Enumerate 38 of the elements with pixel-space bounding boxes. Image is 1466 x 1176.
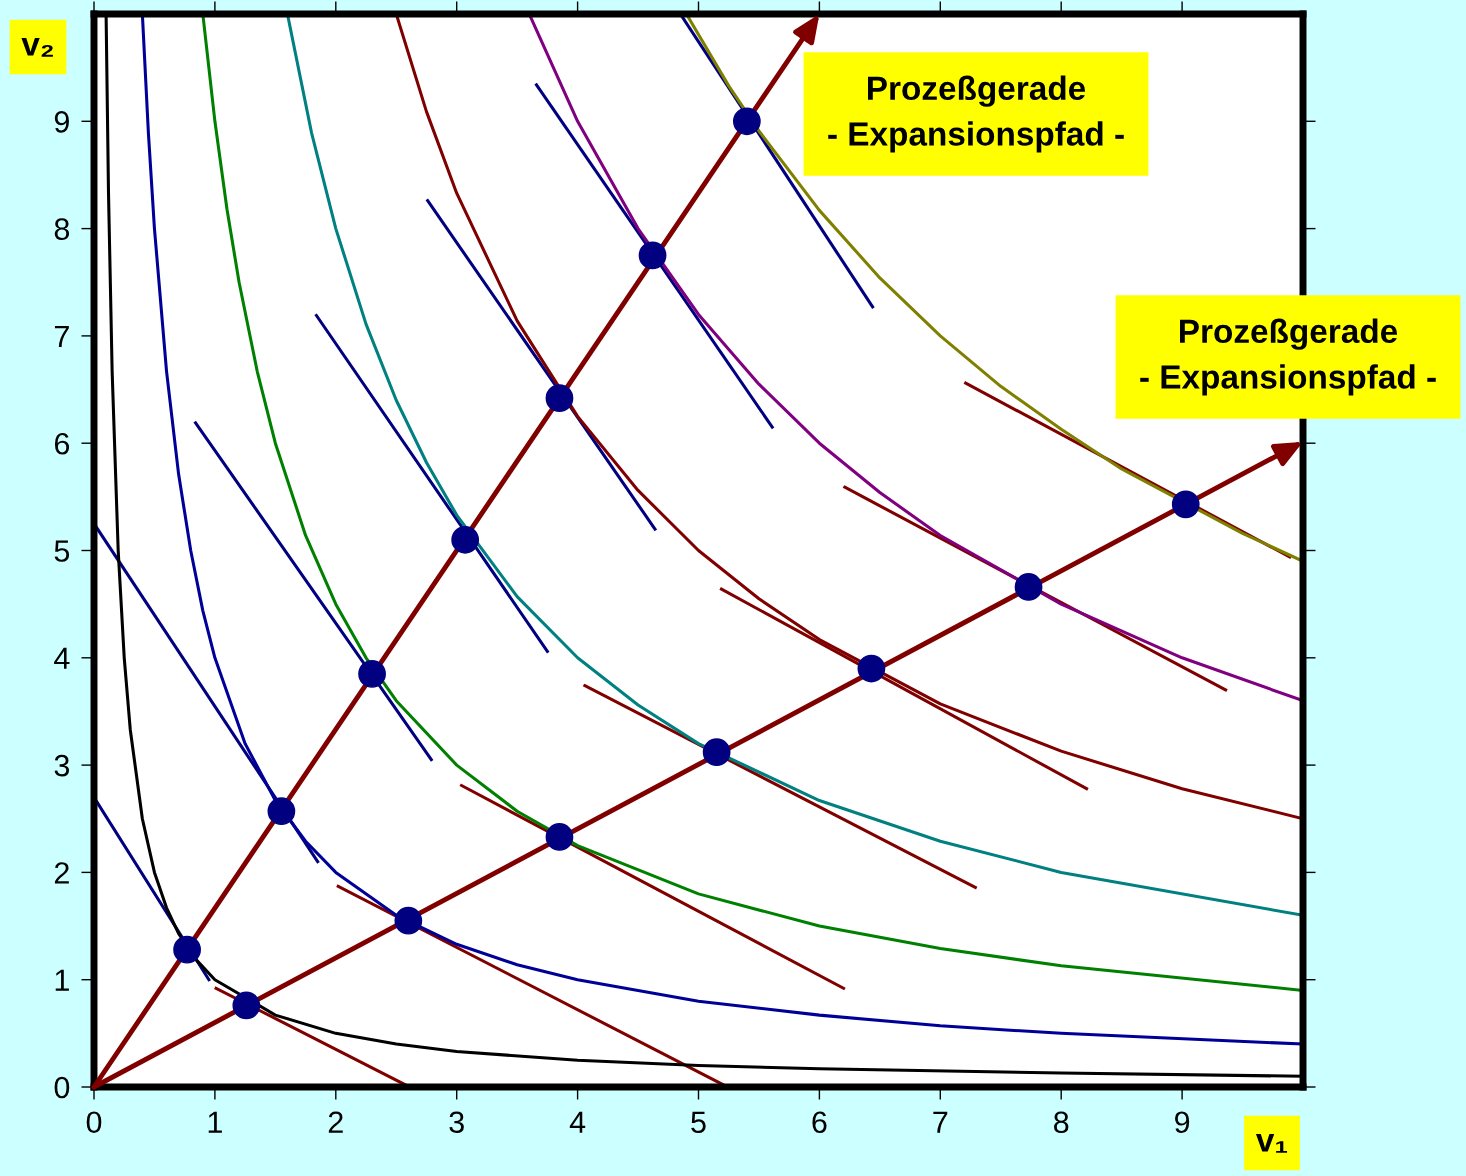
y-tick-label: 5	[54, 540, 70, 562]
x-tick-label: 9	[1175, 1111, 1190, 1134]
y-tick-label: 3	[54, 754, 70, 777]
y-tick-label: 1	[55, 969, 69, 991]
annotation: Prozeßgerade - Expansionspfad -	[1140, 318, 1436, 396]
point	[1171, 490, 1200, 519]
x-tick-label: 2	[328, 1111, 343, 1133]
y-tick-label: 2	[54, 862, 69, 884]
point	[173, 935, 201, 964]
point	[451, 525, 480, 554]
x-axis-title: v₁	[1255, 1134, 1288, 1153]
y-tick-label: 4	[54, 647, 70, 669]
point	[358, 660, 386, 688]
point	[545, 823, 574, 851]
point	[857, 654, 886, 683]
point	[232, 991, 261, 1020]
point	[638, 241, 667, 270]
x-tick-label: 1	[208, 1111, 222, 1133]
point	[732, 107, 761, 136]
y-tick-label: 9	[54, 111, 69, 133]
x-tick-label: 0	[86, 1111, 102, 1134]
point	[702, 738, 731, 767]
y-tick-label: 7	[54, 325, 69, 347]
point	[394, 906, 423, 935]
x-tick-label: 5	[691, 1111, 706, 1134]
point	[1014, 573, 1043, 601]
x-tick-label: 4	[569, 1111, 586, 1133]
x-tick-label: 7	[933, 1111, 948, 1133]
y-axis-title: v₂	[21, 38, 53, 57]
x-tick-label: 6	[812, 1111, 827, 1134]
y-tick-label: 8	[54, 218, 70, 240]
point	[267, 797, 296, 826]
annotation: Prozeßgerade - Expansionspfad -	[828, 75, 1124, 153]
y-tick-label: 6	[54, 432, 70, 455]
x-tick-label: 8	[1054, 1111, 1069, 1134]
x-tick-label: 3	[449, 1111, 464, 1134]
point	[545, 384, 574, 413]
y-tick-label: 0	[54, 1076, 70, 1099]
